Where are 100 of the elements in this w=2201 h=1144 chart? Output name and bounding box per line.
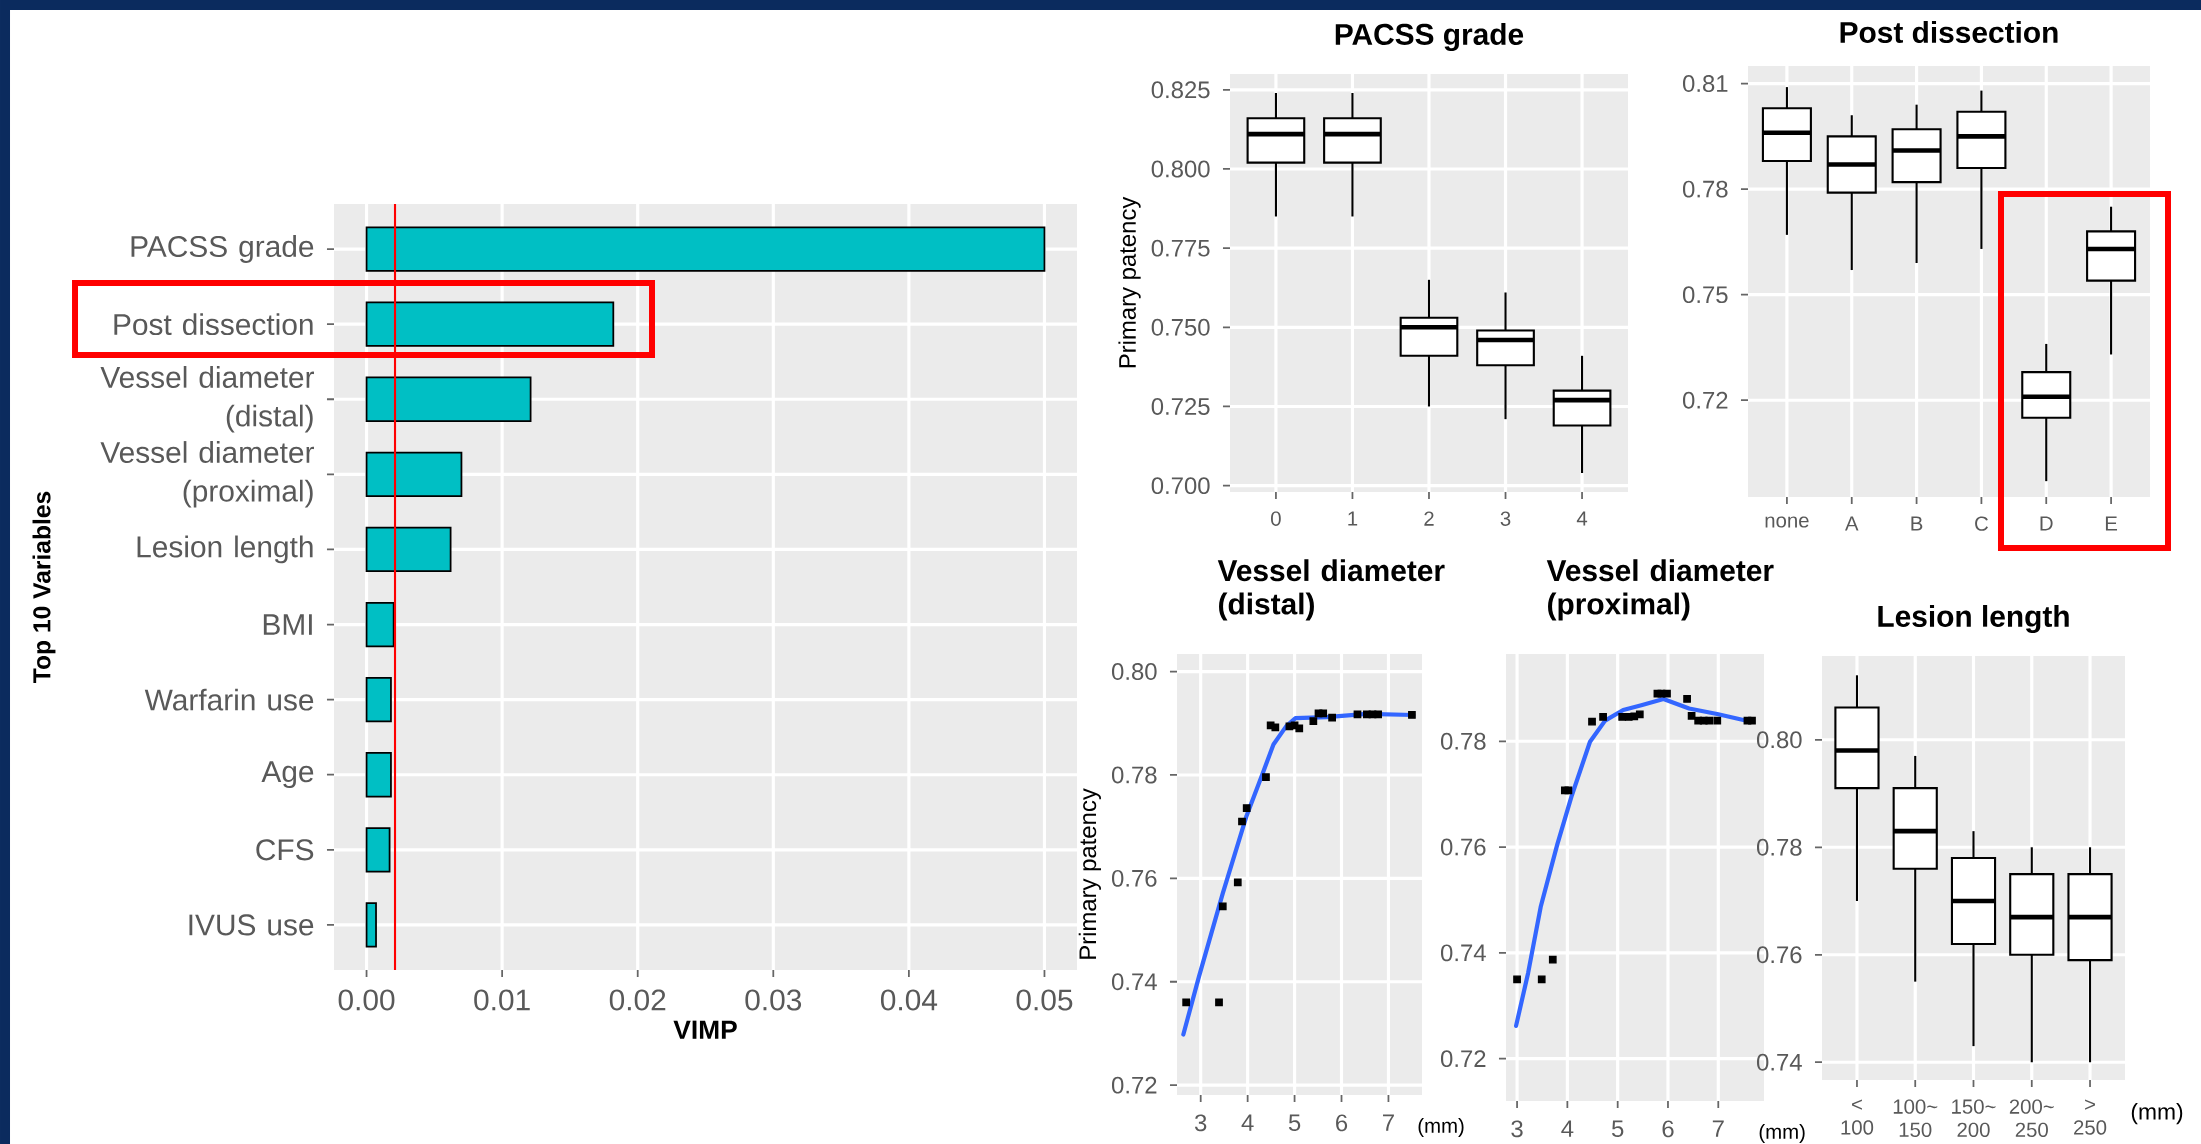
x-tick-label: < 100: [1841, 1099, 1874, 1135]
point: [1588, 717, 1596, 726]
x-tick-label: 1: [1348, 511, 1358, 526]
x-tick-label: 7: [1383, 1114, 1394, 1131]
bar: [365, 376, 532, 422]
x-axis-title: (mm): [1418, 1117, 1464, 1137]
y-tick-label: 0.76: [1756, 946, 1802, 964]
point: [1618, 713, 1627, 721]
bar: [365, 526, 452, 573]
y-tick-label: Vessel diameter (distal): [100, 366, 314, 433]
x-tick-label: 5: [1611, 1120, 1624, 1138]
y-tick-label: Post dissection: [114, 313, 313, 336]
point: [1663, 689, 1671, 698]
bar: [365, 827, 391, 873]
x-tick-label: 7: [1712, 1120, 1724, 1137]
chart-title: PACSS grade: [1335, 23, 1524, 52]
y-axis-title: Primary patency: [1078, 788, 1101, 959]
y-tick-label: 0.775: [1151, 239, 1210, 257]
bar: [365, 451, 463, 498]
bar: [365, 601, 395, 648]
y-tick-label: 0.72: [1440, 1050, 1486, 1068]
x-tick-label: 0.02: [609, 989, 666, 1011]
x-tick-label: 2: [1424, 511, 1434, 526]
x-tick-label: 0.04: [880, 989, 938, 1011]
point: [1309, 717, 1318, 726]
x-tick-label: none: [1765, 516, 1809, 528]
x-tick-label: 0.01: [474, 989, 530, 1011]
y-tick-label: 0.76: [1111, 869, 1157, 887]
x-axis-title: VIMP: [673, 1020, 737, 1039]
y-tick-label: 0.74: [1440, 944, 1486, 962]
y-tick-label: 0.72: [1111, 1076, 1157, 1094]
x-tick-label: 0: [1271, 511, 1281, 526]
point: [1242, 804, 1251, 812]
point: [1548, 955, 1557, 964]
y-tick-label: 0.76: [1440, 838, 1486, 856]
bar: [365, 226, 1046, 272]
y-tick-label: 0.80: [1756, 731, 1802, 749]
point: [1713, 716, 1722, 725]
y-tick-label: Warfarin use: [144, 688, 314, 711]
point: [1748, 716, 1756, 725]
y-tick-label: BMI: [263, 614, 312, 635]
y-tick-label: 0.74: [1111, 973, 1157, 991]
point: [1271, 723, 1280, 732]
point: [1295, 724, 1304, 733]
y-tick-label: 0.700: [1151, 477, 1210, 495]
x-tick-label: 0.03: [745, 989, 802, 1011]
point: [1319, 709, 1328, 718]
x-axis-title: (mm): [1759, 1123, 1805, 1143]
point: [1215, 998, 1223, 1007]
y-tick-label: PACSS grade: [131, 235, 314, 263]
y-axis-title: Primary patency: [1118, 196, 1141, 368]
point: [1182, 998, 1191, 1007]
y-tick-label: 0.80: [1111, 663, 1157, 681]
x-tick-label: B: [1911, 516, 1923, 531]
chart-title: Post dissection: [1840, 21, 2058, 44]
y-tick-label: 0.725: [1151, 398, 1210, 415]
x-tick-label: > 250: [2074, 1099, 2107, 1135]
point: [1262, 773, 1270, 781]
bar: [365, 902, 377, 948]
point: [1687, 712, 1696, 720]
x-tick-label: 100~ 150: [1893, 1099, 1938, 1138]
x-tick-label: 4: [1241, 1114, 1254, 1131]
y-tick-label: 0.72: [1682, 391, 1728, 409]
point: [1599, 713, 1607, 721]
y-tick-label: 0.750: [1151, 318, 1210, 336]
y-tick-label: 0.81: [1682, 75, 1728, 93]
point: [1705, 716, 1714, 725]
x-tick-label: A: [1845, 516, 1859, 531]
x-tick-label: E: [2105, 516, 2118, 531]
x-tick-label: 4: [1576, 511, 1588, 526]
x-tick-label: 0.05: [1016, 989, 1073, 1011]
chart-title: Lesion length: [1878, 605, 2069, 634]
x-tick-label: 3: [1195, 1114, 1207, 1132]
point: [1537, 975, 1546, 984]
bar: [365, 301, 615, 347]
y-tick-label: 0.78: [1111, 766, 1157, 784]
x-tick-label: C: [1975, 516, 1988, 531]
point: [1328, 713, 1336, 722]
bar: [365, 677, 392, 723]
y-axis-title: Top 10 Variables: [32, 491, 56, 683]
x-tick-label: 6: [1662, 1120, 1674, 1138]
x-tick-label: 6: [1336, 1114, 1348, 1132]
point: [1233, 878, 1242, 887]
chart-title: Vessel diameter (distal): [1217, 559, 1445, 621]
x-tick-label: 4: [1561, 1120, 1574, 1137]
point: [1683, 695, 1691, 703]
x-tick-label: 5: [1288, 1114, 1301, 1132]
point: [1218, 902, 1227, 911]
point: [1374, 710, 1382, 719]
y-tick-label: 0.825: [1151, 81, 1210, 99]
point: [1408, 711, 1416, 719]
x-axis-title: (mm): [2131, 1102, 2183, 1125]
y-tick-label: 0.78: [1756, 838, 1802, 856]
y-tick-label: IVUS use: [189, 914, 314, 936]
x-tick-label: 3: [1500, 511, 1511, 526]
y-tick-label: 0.78: [1440, 732, 1486, 750]
bar: [365, 752, 392, 798]
point: [1238, 817, 1246, 826]
y-tick-label: Vessel diameter (proximal): [100, 441, 314, 508]
x-tick-label: 200~ 250: [2009, 1099, 2054, 1138]
